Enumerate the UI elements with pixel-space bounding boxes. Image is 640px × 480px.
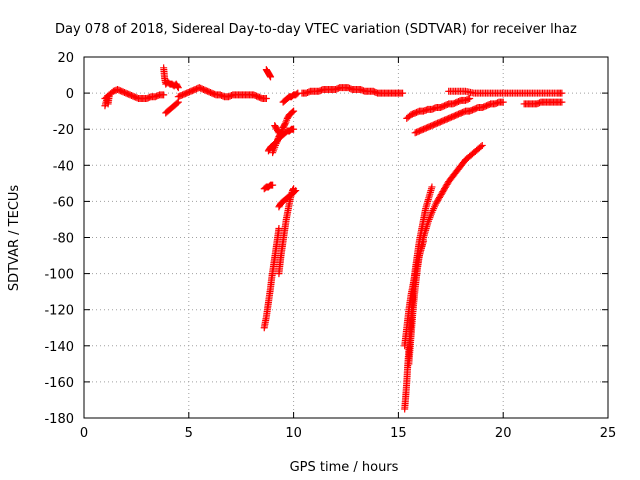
data-point [289, 108, 297, 116]
y-tick-label: -180 [44, 412, 74, 427]
data-point [274, 128, 282, 136]
data-point [267, 73, 275, 81]
y-tick-label: -20 [53, 123, 74, 138]
data-point [478, 141, 486, 149]
x-tick-label: 25 [600, 426, 617, 441]
data-point [174, 84, 182, 92]
data-point [428, 183, 436, 191]
data-point [464, 95, 472, 103]
data-point [290, 107, 298, 115]
data-point [281, 121, 289, 129]
data-layer [101, 64, 566, 413]
tick-layer: 0 5 10 15 20 25 20 0 -20 -40 -60 -80 -100 -120 -140 -16… [44, 51, 616, 441]
data-point [558, 98, 566, 106]
x-tick-label: 20 [495, 426, 512, 441]
series-seg4 [174, 84, 270, 103]
x-tick-label: 5 [185, 426, 193, 441]
y-tick-label: -120 [44, 304, 74, 319]
data-point [420, 237, 428, 245]
x-axis-title: GPS time / hours [290, 460, 399, 475]
data-point [291, 187, 299, 195]
chart-title: Day 078 of 2018, Sidereal Day-to-day VTE… [55, 22, 577, 37]
data-point [499, 98, 507, 106]
series-seg9 [275, 187, 300, 211]
x-tick-label: 0 [80, 426, 88, 441]
plot-frame [83, 56, 609, 419]
y-axis-title: SDTVAR / TECUs [7, 185, 22, 292]
series-seg2 [160, 64, 182, 92]
data-point [275, 129, 283, 137]
y-tick-label: 20 [57, 51, 74, 66]
series-seg12 [271, 122, 283, 137]
data-point [160, 91, 168, 99]
data-point [477, 143, 485, 151]
series-seg1b [101, 93, 113, 110]
x-tick-label: 15 [390, 426, 407, 441]
series-seg6 [260, 224, 283, 332]
grid-layer [84, 57, 608, 418]
data-point [293, 90, 301, 98]
series-seg21 [520, 98, 566, 108]
series-seg18 [403, 95, 474, 122]
y-tick-label: -100 [44, 268, 74, 283]
data-point [292, 187, 300, 195]
data-point [558, 89, 566, 97]
data-point [262, 95, 270, 103]
series-seg13 [279, 89, 302, 106]
y-tick-label: -40 [53, 159, 74, 174]
x-tick-label: 10 [285, 426, 302, 441]
data-point [174, 82, 182, 90]
data-point [173, 99, 181, 107]
data-point [290, 125, 298, 133]
series-seg5 [262, 66, 275, 81]
series-seg3 [162, 98, 182, 117]
data-point [466, 95, 474, 103]
y-tick-label: -60 [53, 195, 74, 210]
data-point [105, 93, 113, 101]
y-tick-label: -80 [53, 232, 74, 247]
series-seg20 [445, 87, 566, 97]
data-point [399, 89, 407, 97]
data-point [269, 181, 277, 189]
y-tick-label: -160 [44, 376, 74, 391]
series-seg14 [298, 84, 407, 97]
series-seg8 [260, 181, 277, 193]
data-point [275, 224, 283, 232]
series-seg17 [401, 237, 428, 350]
y-tick-label: -140 [44, 340, 74, 355]
y-tick-label: 0 [66, 87, 74, 102]
series-seg1 [101, 85, 168, 103]
series-seg19 [411, 98, 507, 137]
